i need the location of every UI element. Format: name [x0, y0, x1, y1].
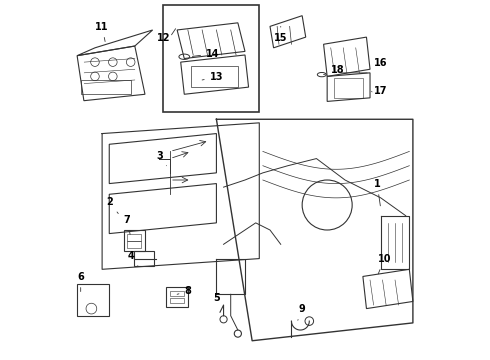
Bar — [127, 234, 142, 241]
Bar — [123, 230, 145, 251]
Bar — [334, 78, 363, 98]
Bar — [81, 80, 131, 94]
Bar — [192, 66, 238, 87]
Text: 4: 4 — [127, 251, 138, 266]
Bar — [170, 298, 184, 303]
Text: 11: 11 — [96, 22, 109, 41]
Text: 1: 1 — [374, 179, 381, 206]
Text: 10: 10 — [378, 254, 391, 274]
Text: 16: 16 — [373, 58, 387, 68]
Text: 6: 6 — [77, 272, 84, 292]
Text: 14: 14 — [193, 49, 220, 59]
Text: 15: 15 — [274, 26, 288, 43]
Bar — [170, 291, 184, 296]
Text: 9: 9 — [298, 304, 306, 320]
Text: 7: 7 — [124, 215, 130, 234]
Text: 12: 12 — [156, 33, 170, 43]
Bar — [163, 5, 259, 112]
Text: 17: 17 — [373, 86, 387, 96]
Text: 5: 5 — [213, 293, 223, 309]
Bar — [134, 251, 154, 266]
Text: 13: 13 — [202, 72, 223, 82]
Text: 3: 3 — [156, 150, 167, 166]
Text: 2: 2 — [106, 197, 118, 213]
Text: 8: 8 — [177, 286, 191, 296]
Bar — [127, 241, 142, 248]
Text: 18: 18 — [323, 65, 344, 75]
Bar — [167, 287, 188, 307]
